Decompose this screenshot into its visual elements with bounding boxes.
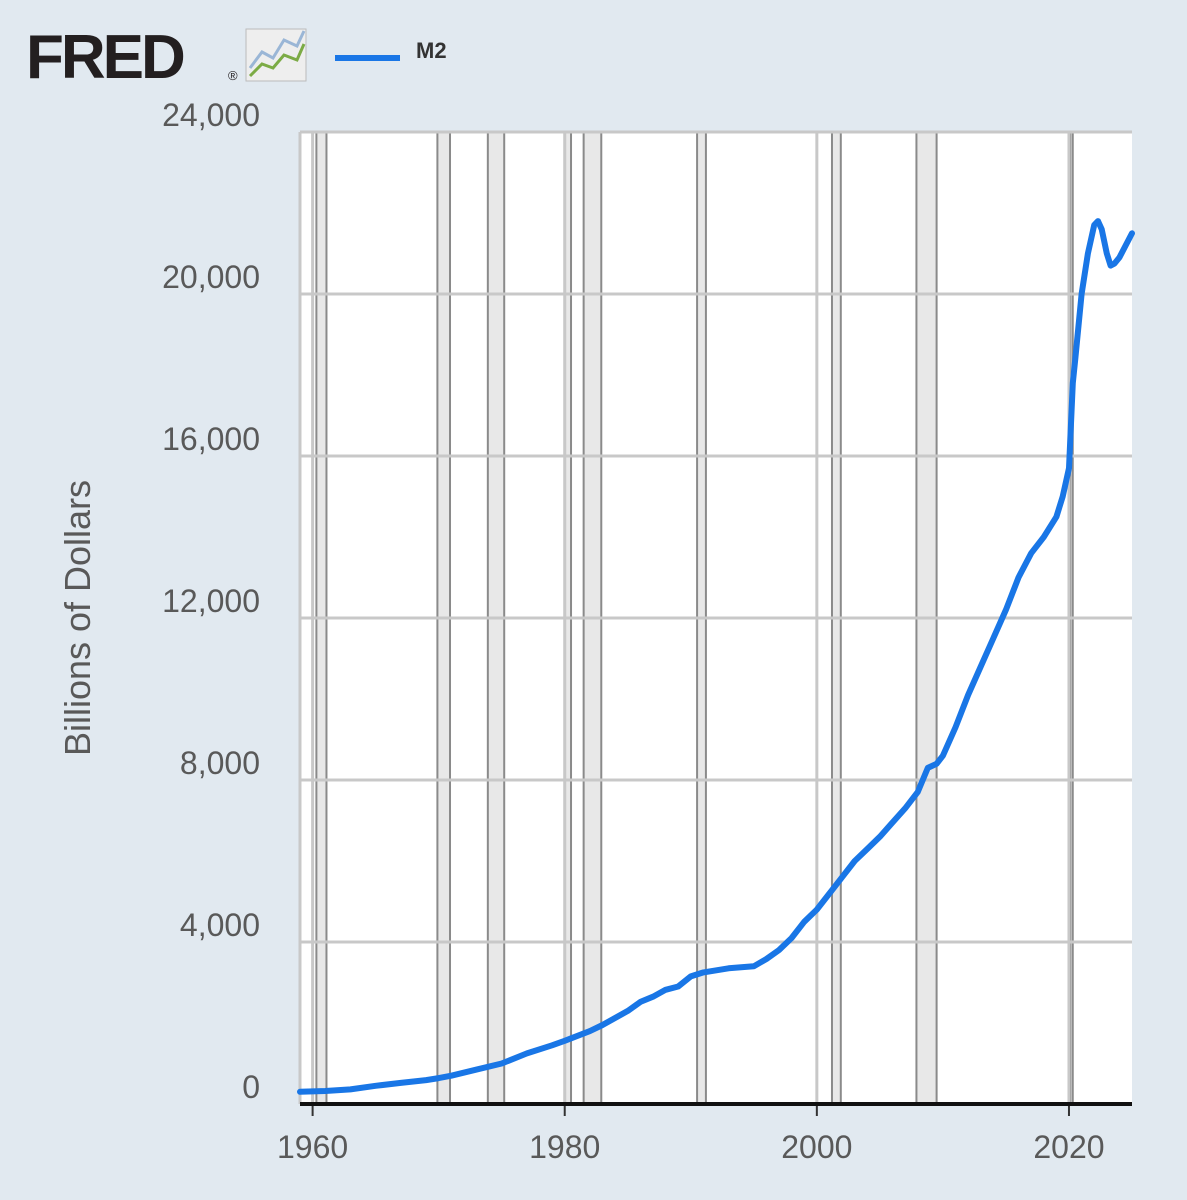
legend: M2 [335,38,447,63]
grid-lines [298,130,1132,1104]
series-line-m2[interactable] [297,218,1135,1095]
y-tick-label-12000: 12,000 [162,583,260,619]
y-tick-label-8000: 8,000 [180,745,260,781]
y-tick-label-24000: 24,000 [162,97,260,133]
y-tick-label-0: 0 [242,1069,260,1105]
series-layer [297,218,1135,1095]
axes: 0 4,000 8,000 12,000 16,000 20,000 24,000 1960 1… [162,97,1132,1165]
x-tick-label-2000: 2000 [781,1129,852,1165]
logo-text: FRED [26,23,184,92]
x-tick-label-1960: 1960 [277,1129,348,1165]
y-axis-title: Billions of Dollars [57,480,98,756]
logo-registered-mark: ® [228,68,238,83]
line-chart-icon [245,28,307,82]
x-tick-label-2020: 2020 [1033,1129,1104,1165]
fred-logo[interactable]: FRED ® [26,23,307,92]
legend-label-m2: M2 [416,38,447,63]
x-tick-label-1980: 1980 [529,1129,600,1165]
y-tick-label-20000: 20,000 [162,259,260,295]
y-tick-label-4000: 4,000 [180,907,260,943]
y-tick-label-16000: 16,000 [162,421,260,457]
